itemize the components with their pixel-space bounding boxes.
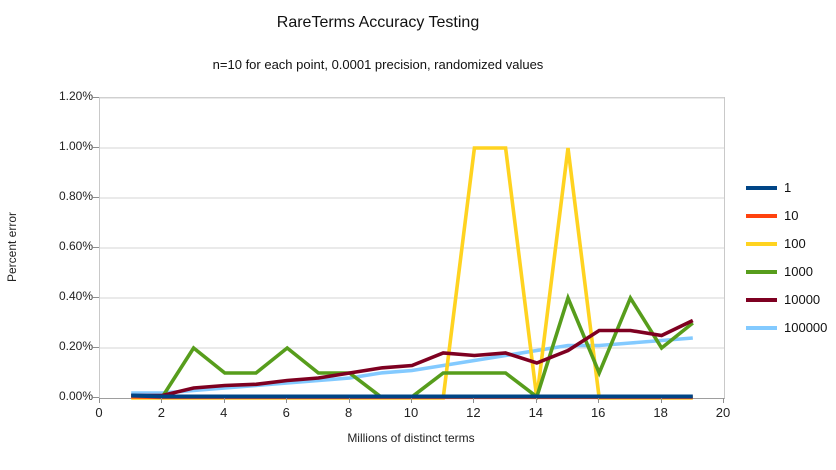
plot-svg [100,97,724,400]
legend-item: 10000 [746,292,827,307]
chart-title: RareTerms Accuracy Testing [276,14,480,31]
y-tick-mark [93,147,99,148]
series-line-10000 [131,318,694,398]
series-line-1000 [131,292,694,400]
y-tick-mark [93,347,99,348]
x-tick-mark [223,398,225,403]
plot-area [99,97,725,400]
y-tick-label: 1.20% [58,89,93,103]
x-tick-mark [99,398,100,403]
y-tick-label: 0.00% [58,389,93,403]
series-line-100 [131,146,693,400]
legend-swatch-1000 [746,269,777,274]
legend: 1 10 100 1000 10000 100000 [746,180,827,335]
y-axis-title: Percent error [5,211,19,283]
legend-item: 100000 [746,320,827,335]
legend-label: 100000 [784,320,828,335]
y-tick-mark [93,97,99,98]
x-tick-mark [473,398,475,403]
y-tick-label: 0.20% [58,339,93,353]
x-tick-label: 0 [95,405,103,420]
legend-swatch-100000 [746,325,777,330]
chart-subtitle: n=10 for each point, 0.0001 precision, r… [212,57,544,72]
y-tick-label: 0.80% [58,189,93,203]
legend-label: 1000 [784,264,813,279]
x-tick-label: 10 [403,405,419,420]
x-tick-mark [723,398,724,403]
x-tick-mark [411,398,412,403]
x-tick-label: 14 [528,405,544,420]
legend-swatch-10 [746,213,777,218]
x-tick-label: 20 [715,405,731,420]
x-tick-label: 8 [344,405,353,420]
y-tick-label: 0.40% [58,289,93,303]
legend-item: 10 [746,208,827,223]
legend-item: 100 [746,236,827,251]
x-tick-mark [598,398,600,403]
x-tick-label: 16 [590,405,606,420]
series-line-100000 [131,336,693,395]
legend-label: 1 [784,180,792,195]
legend-swatch-100 [746,241,777,246]
x-tick-label: 12 [466,405,481,420]
y-tick-mark [93,247,99,248]
x-tick-label: 18 [653,405,668,420]
x-tick-label: 4 [220,405,228,420]
x-tick-mark [161,398,163,403]
x-tick-label: 2 [157,405,166,420]
y-tick-mark [93,297,99,298]
y-tick-mark [93,397,99,398]
legend-swatch-10000 [746,297,777,302]
x-tick-mark [348,398,350,403]
y-tick-label: 1.00% [58,139,93,153]
legend-swatch-1 [746,185,777,190]
series-line-1 [131,393,693,399]
x-tick-mark [286,398,288,403]
legend-label: 10 [784,208,799,223]
x-tick-mark [660,398,662,403]
x-tick-mark [535,398,537,403]
y-tick-mark [93,197,99,198]
y-tick-label: 0.60% [58,239,93,253]
legend-label: 10000 [784,292,821,307]
legend-item: 1 [746,180,827,195]
x-axis-title: Millions of distinct terms [347,431,475,445]
x-tick-label: 6 [282,405,290,420]
legend-label: 100 [784,236,806,251]
legend-item: 1000 [746,264,827,279]
